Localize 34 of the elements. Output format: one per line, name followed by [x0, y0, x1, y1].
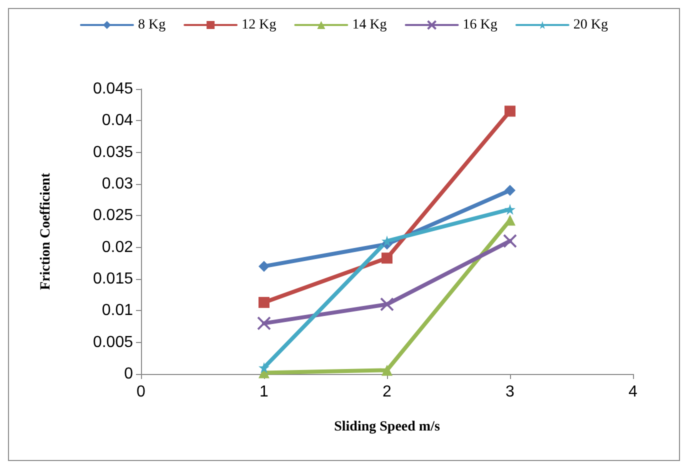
point	[504, 106, 516, 117]
legend-label: 8 Kg	[138, 18, 166, 32]
point	[258, 260, 270, 272]
x-tick-label: 0	[136, 384, 146, 400]
y-tick-label: 0.045	[92, 80, 134, 98]
point	[257, 316, 271, 330]
point	[504, 214, 516, 226]
y-tick-label: 0.025	[92, 207, 134, 224]
point	[382, 364, 392, 376]
y-tick-label: 0.005	[92, 334, 134, 351]
x-tick-label: 3	[506, 384, 515, 400]
legend-label: 20 Kg	[573, 18, 608, 32]
legend-label: 12 Kg	[242, 18, 276, 32]
x-tick-label: 1	[260, 384, 269, 400]
y-tick-label: 0	[124, 366, 134, 382]
y-tick-label: 0.02	[102, 238, 134, 256]
y-tick-label: 0.01	[102, 302, 134, 320]
y-tick-label: 0.03	[102, 176, 134, 192]
point	[382, 252, 392, 264]
y-tick-label: 0.04	[102, 112, 134, 130]
point	[504, 184, 516, 196]
y-tick-label: 0.035	[92, 144, 134, 161]
point	[503, 234, 517, 248]
point	[258, 296, 270, 308]
legend-label: 14 Kg	[352, 18, 387, 32]
point	[380, 297, 394, 312]
x-axis-title: Sliding Speed m/s	[334, 420, 440, 434]
y-axis-title: Friction Coefficient	[38, 172, 54, 290]
point	[504, 204, 516, 215]
x-tick-label: 4	[628, 384, 638, 400]
x-tick-label: 2	[382, 384, 392, 400]
legend-label: 16 Kg	[462, 18, 498, 32]
y-tick-label: 0.015	[92, 270, 134, 288]
point	[258, 362, 270, 374]
